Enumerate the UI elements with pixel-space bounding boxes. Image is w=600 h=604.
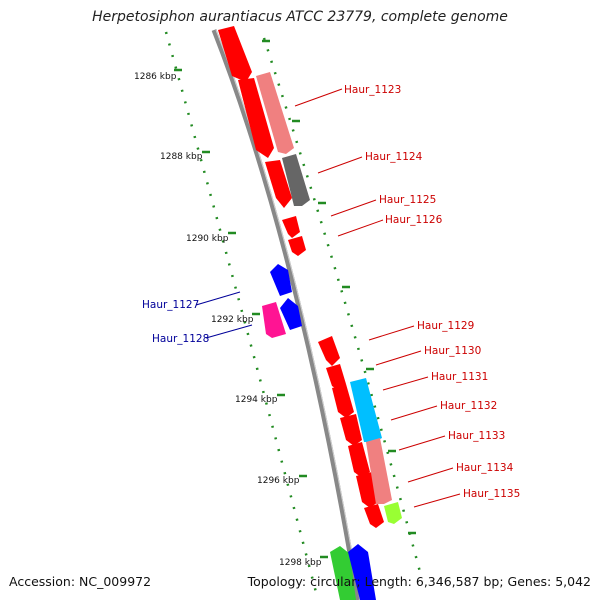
genome-summary-text: Topology: circular; Length: 6,346,587 bp… xyxy=(247,574,591,589)
leader-line xyxy=(407,467,454,483)
gene-arrow[interactable] xyxy=(330,546,356,600)
gene-track-outer xyxy=(256,72,402,524)
gene-arrow[interactable] xyxy=(262,302,286,338)
gene-label[interactable]: Haur_1126 xyxy=(385,214,443,226)
leader-line xyxy=(382,376,429,391)
gene-label[interactable]: Haur_1133 xyxy=(448,430,505,442)
ruler-tick-labels: 1286 kbp 1288 kbp 1290 kbp 1292 kbp 1294… xyxy=(134,72,322,568)
gene-track-bottom xyxy=(330,544,376,600)
ruler-tick-label: 1296 kbp xyxy=(257,476,300,486)
gene-arrow[interactable] xyxy=(350,378,382,442)
ruler-ticks xyxy=(174,39,416,559)
genome-backbone xyxy=(211,29,361,601)
gene-arrow[interactable] xyxy=(348,544,376,600)
gene-arrow[interactable] xyxy=(270,264,292,296)
leader-line xyxy=(398,435,446,451)
gene-label[interactable]: Haur_1135 xyxy=(463,488,520,500)
ruler-tick-label: 1286 kbp xyxy=(134,72,177,82)
gene-arrow[interactable] xyxy=(364,504,384,528)
gene-arrow[interactable] xyxy=(332,384,354,418)
gene-arrow[interactable] xyxy=(348,442,370,478)
label-leaders xyxy=(195,88,461,508)
gene-arrow[interactable] xyxy=(326,364,346,390)
gene-track-inner xyxy=(218,26,384,528)
gene-labels: Haur_1123 Haur_1124 Haur_1125 Haur_1126 … xyxy=(142,84,520,500)
gene-label[interactable]: Haur_1129 xyxy=(417,320,474,332)
ruler-tick-label: 1298 kbp xyxy=(279,558,322,568)
gene-arrow[interactable] xyxy=(366,438,392,504)
leader-line xyxy=(195,291,241,306)
accession-text: Accession: NC_009972 xyxy=(9,574,152,589)
gene-arrow[interactable] xyxy=(384,502,402,524)
ruler-tick-label: 1288 kbp xyxy=(160,152,203,162)
gene-arrow[interactable] xyxy=(280,298,302,330)
genome-backbone-highlight xyxy=(215,29,361,601)
gene-track-left xyxy=(262,264,302,338)
gene-arrow[interactable] xyxy=(318,336,340,366)
gene-label[interactable]: Haur_1132 xyxy=(440,400,497,412)
leader-line xyxy=(375,350,422,366)
map-title: Herpetosiphon aurantiacus ATCC 23779, co… xyxy=(92,9,508,25)
gene-arrow[interactable] xyxy=(265,160,292,208)
gene-arrow[interactable] xyxy=(238,78,274,158)
gene-arrow[interactable] xyxy=(288,236,306,256)
gene-label[interactable]: Haur_1123 xyxy=(344,84,401,96)
leader-line xyxy=(317,156,363,174)
gene-label[interactable]: Haur_1130 xyxy=(424,345,481,357)
ruler-tick-label: 1290 kbp xyxy=(186,234,229,244)
gene-label[interactable]: Haur_1128 xyxy=(152,333,209,345)
gene-label[interactable]: Haur_1131 xyxy=(431,371,488,383)
gene-label[interactable]: Haur_1127 xyxy=(142,299,199,311)
gene-label[interactable]: Haur_1125 xyxy=(379,194,436,206)
ruler-tick-label: 1294 kbp xyxy=(235,395,278,405)
gene-arrow[interactable] xyxy=(282,216,300,238)
leader-line xyxy=(205,324,253,339)
leader-line xyxy=(390,405,438,421)
gene-label[interactable]: Haur_1124 xyxy=(365,151,423,163)
gene-arrow[interactable] xyxy=(282,154,310,206)
leader-line xyxy=(330,199,377,217)
leader-line xyxy=(368,325,415,341)
gene-label[interactable]: Haur_1134 xyxy=(456,462,514,474)
leader-line xyxy=(337,219,384,237)
leader-line xyxy=(413,493,461,508)
gene-arrow[interactable] xyxy=(340,414,362,446)
ruler-tick-label: 1292 kbp xyxy=(211,315,254,325)
gene-arrow[interactable] xyxy=(218,26,252,82)
gene-arrow[interactable] xyxy=(256,72,294,154)
ruler-track-right xyxy=(262,37,422,573)
leader-line xyxy=(294,88,343,107)
